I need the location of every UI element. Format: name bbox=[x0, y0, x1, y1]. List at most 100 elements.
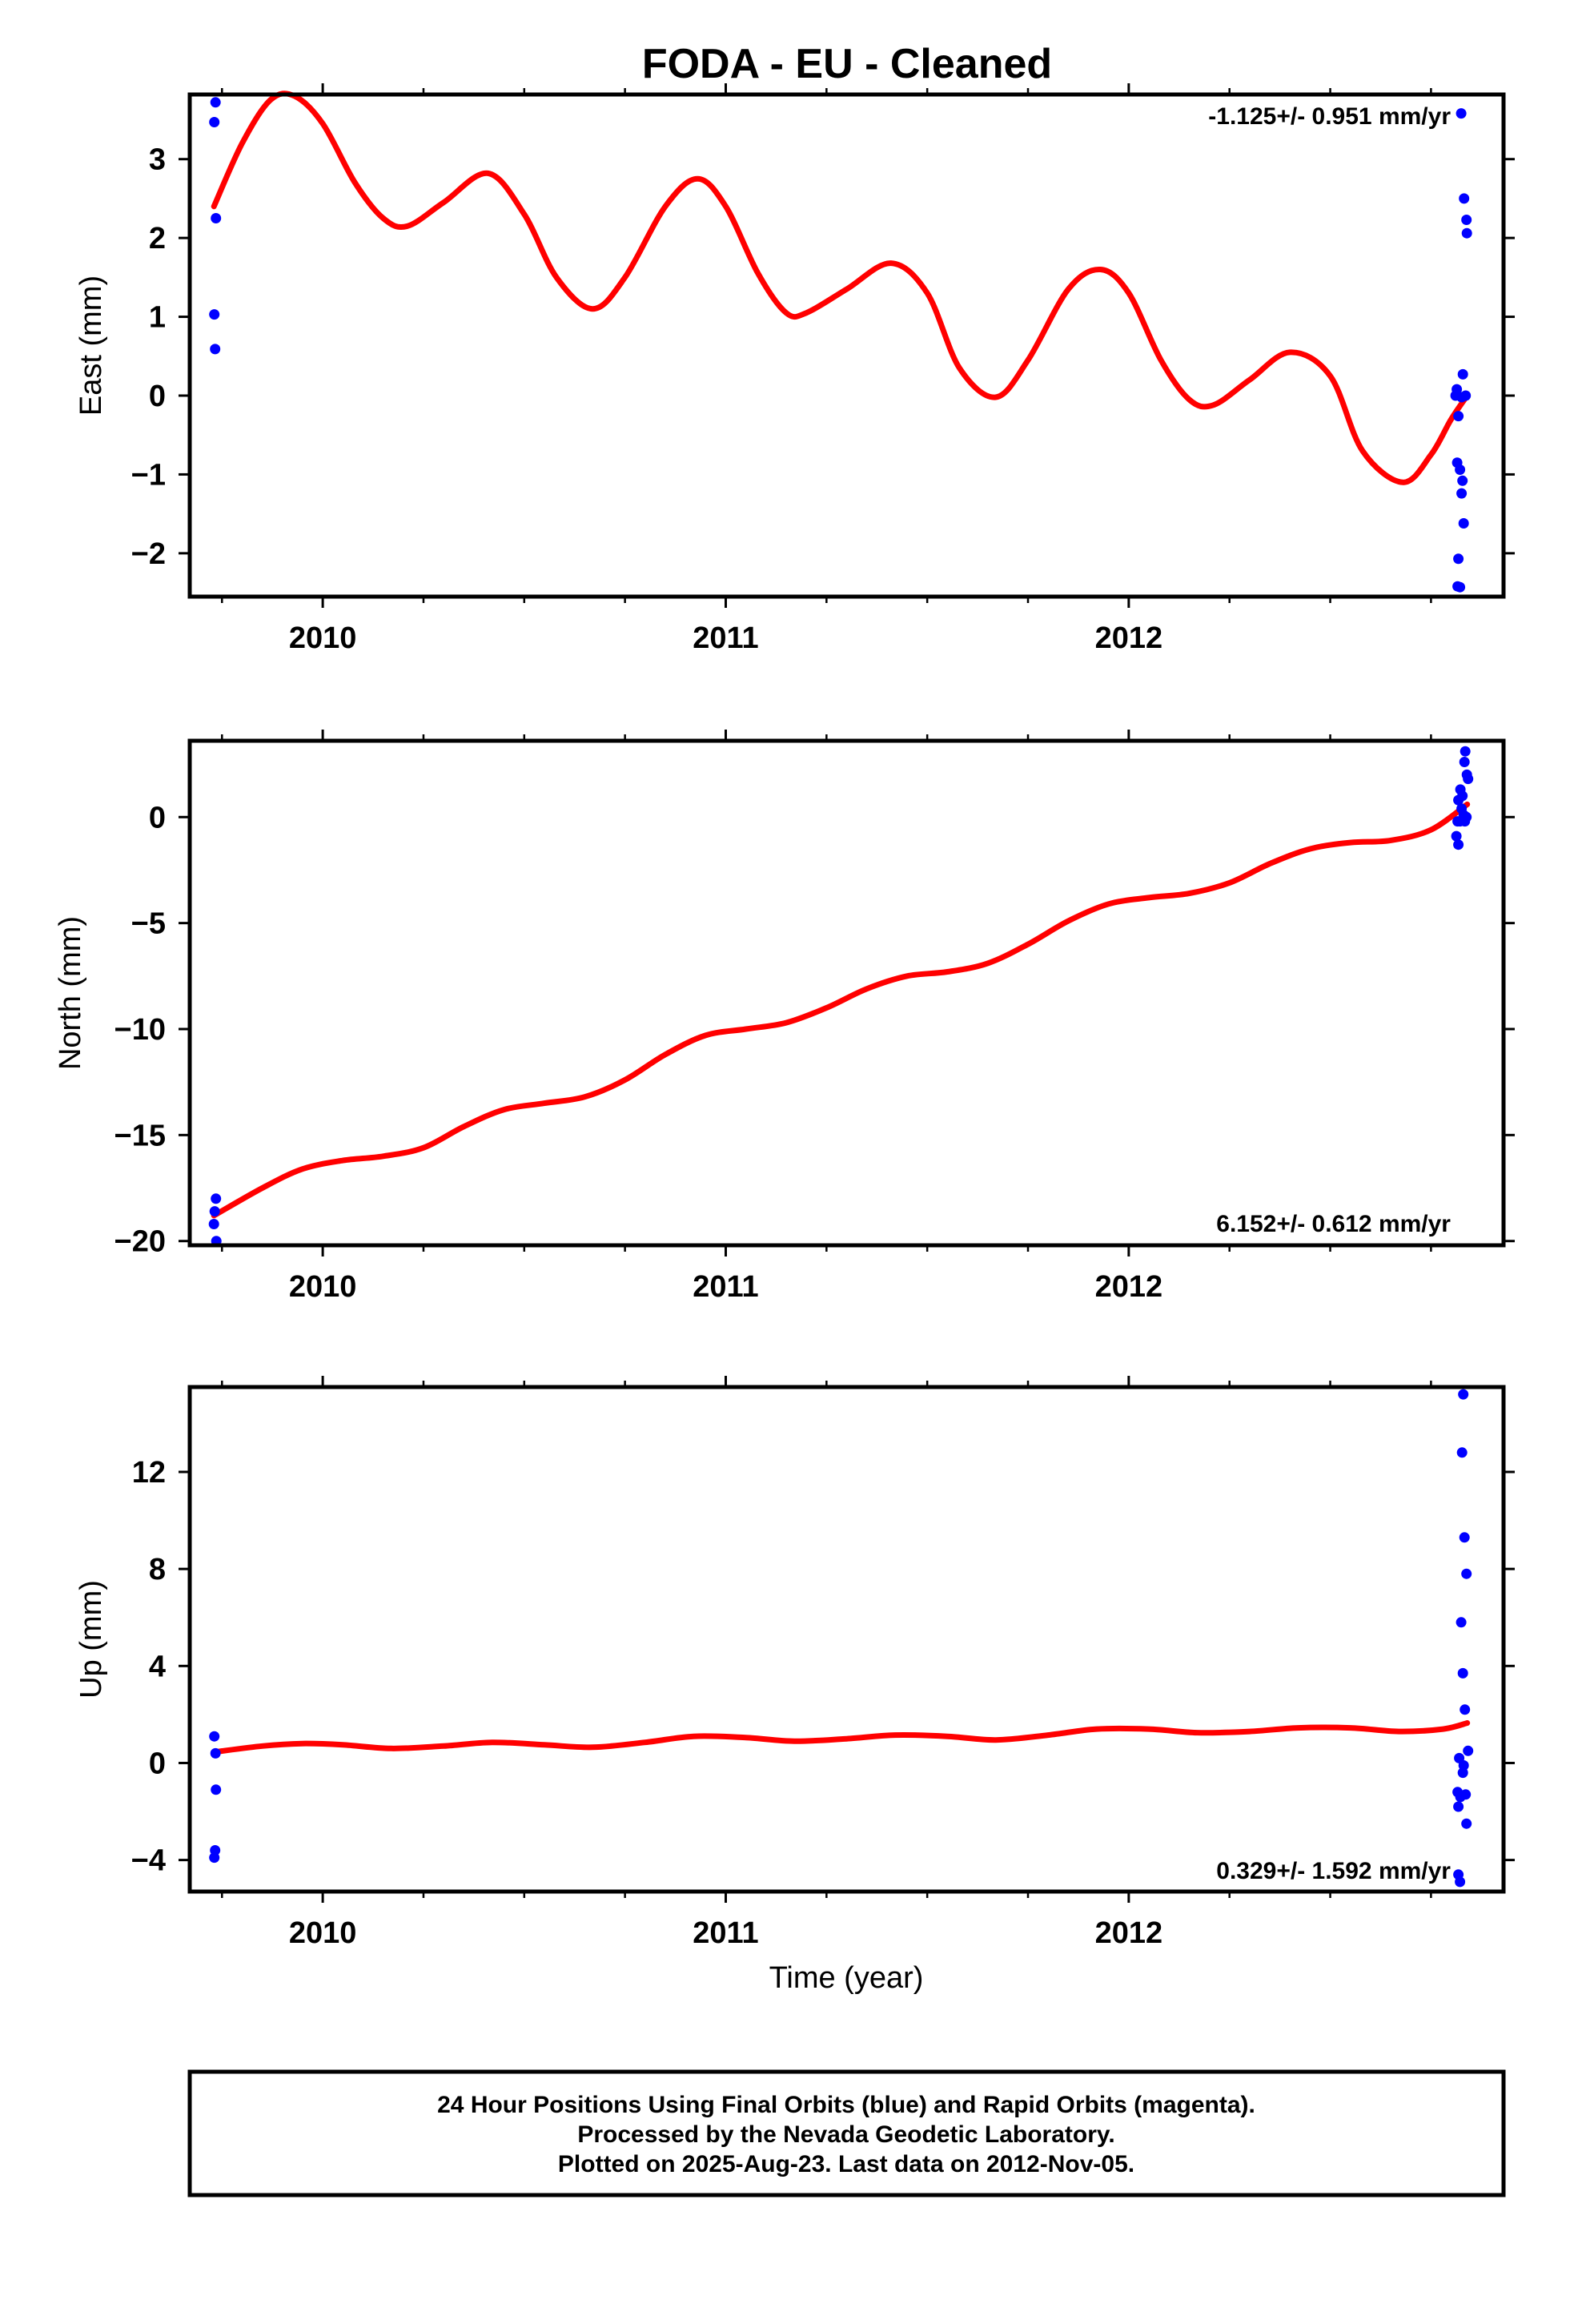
data-point bbox=[209, 1206, 220, 1217]
y-tick-label: 8 bbox=[149, 1553, 166, 1586]
data-point bbox=[1457, 368, 1468, 380]
data-point bbox=[1460, 746, 1471, 757]
x-tick-label: 2010 bbox=[289, 1916, 357, 1950]
figure-title: FODA - EU - Cleaned bbox=[642, 41, 1052, 87]
data-point bbox=[1459, 1532, 1470, 1543]
data-point bbox=[208, 1219, 219, 1229]
data-point bbox=[210, 344, 221, 355]
data-point bbox=[210, 1747, 221, 1759]
north-points bbox=[208, 746, 1474, 1247]
data-point bbox=[1460, 1789, 1472, 1800]
y-tick-label: −5 bbox=[131, 907, 166, 941]
east-fit-line bbox=[211, 90, 1471, 485]
y-tick-label: 2 bbox=[149, 222, 166, 255]
y-tick-label: −10 bbox=[114, 1013, 166, 1047]
data-point bbox=[1463, 774, 1474, 785]
x-tick-label: 2011 bbox=[693, 621, 758, 655]
east-fit-curve bbox=[211, 90, 1471, 485]
y-tick-label: 3 bbox=[149, 143, 166, 177]
east-rate-label: -1.125+/- 0.951 mm/yr bbox=[1208, 103, 1451, 130]
y-tick-label: −2 bbox=[131, 537, 166, 571]
footer-box: 24 Hour Positions Using Final Orbits (bl… bbox=[187, 2069, 1506, 2197]
up-plot-frame bbox=[187, 1385, 1506, 1894]
data-point bbox=[1457, 475, 1468, 486]
footer-line-2: Processed by the Nevada Geodetic Laborat… bbox=[577, 2121, 1114, 2148]
data-point bbox=[1453, 1801, 1464, 1812]
east-ticks: 2010 2011 2012 3 2 1 0 −1 −2 bbox=[131, 83, 1515, 655]
x-tick-label: 2012 bbox=[1095, 1916, 1163, 1950]
y-tick-label: 0 bbox=[149, 380, 166, 413]
y-tick-label: 0 bbox=[149, 1747, 166, 1780]
footer-line-3: Plotted on 2025-Aug-23. Last data on 201… bbox=[558, 2151, 1134, 2177]
data-point bbox=[1456, 1617, 1467, 1628]
data-point bbox=[1456, 488, 1468, 499]
data-point bbox=[1451, 830, 1462, 842]
data-point bbox=[1457, 1767, 1468, 1779]
x-axis-label: Time (year) bbox=[769, 1961, 924, 1995]
data-point bbox=[1460, 1704, 1471, 1715]
x-tick-label: 2012 bbox=[1095, 621, 1163, 655]
data-point bbox=[1453, 794, 1464, 806]
data-point bbox=[209, 117, 220, 127]
data-point bbox=[1455, 464, 1466, 475]
data-point bbox=[1453, 839, 1464, 850]
up-y-axis-label: Up (mm) bbox=[74, 1580, 108, 1699]
east-points bbox=[209, 97, 1472, 593]
data-point bbox=[1461, 215, 1472, 225]
north-ticks: 2010 2011 2012 0 −5 −10 −15 −20 bbox=[114, 730, 1515, 1304]
data-point bbox=[1461, 1818, 1472, 1829]
data-point bbox=[211, 1193, 222, 1204]
data-point bbox=[1459, 757, 1470, 767]
data-point bbox=[1455, 581, 1466, 593]
north-fit-curve bbox=[211, 801, 1471, 1219]
up-fit-line bbox=[211, 1720, 1471, 1755]
y-tick-label: −20 bbox=[114, 1225, 166, 1259]
data-point bbox=[1456, 108, 1467, 119]
x-tick-label: 2012 bbox=[1095, 1270, 1163, 1304]
north-rate-label: 6.152+/- 0.612 mm/yr bbox=[1216, 1211, 1451, 1237]
data-point bbox=[209, 309, 220, 320]
data-point bbox=[209, 1731, 220, 1742]
y-tick-label: 4 bbox=[149, 1650, 166, 1683]
data-point bbox=[1461, 1568, 1472, 1579]
x-tick-label: 2011 bbox=[693, 1270, 758, 1304]
north-y-axis-label: North (mm) bbox=[54, 916, 87, 1070]
up-fit-curve bbox=[211, 1720, 1471, 1755]
data-point bbox=[211, 1784, 222, 1795]
north-fit-line bbox=[211, 801, 1471, 1219]
panel-east: 2010 2011 2012 3 2 1 0 −1 −2 East (mm) -1.125+/-… bbox=[74, 83, 1515, 655]
data-point bbox=[1455, 1876, 1466, 1888]
x-tick-label: 2011 bbox=[693, 1916, 758, 1950]
data-point bbox=[1456, 1447, 1468, 1458]
x-tick-label: 2010 bbox=[289, 1270, 357, 1304]
data-point bbox=[1453, 411, 1464, 422]
data-point bbox=[1453, 553, 1464, 565]
up-ticks: 2010 2011 2012 12 8 4 0 −4 bbox=[131, 1376, 1515, 1950]
data-point bbox=[211, 213, 222, 223]
east-plot-frame bbox=[187, 92, 1506, 599]
panel-up: 2010 2011 2012 12 8 4 0 −4 Up (mm) 0.329+/- 1.5… bbox=[74, 1376, 1515, 1995]
y-tick-label: −1 bbox=[131, 458, 166, 492]
data-point bbox=[1461, 227, 1472, 239]
y-tick-label: −4 bbox=[131, 1844, 166, 1878]
up-rate-label: 0.329+/- 1.592 mm/yr bbox=[1216, 1858, 1451, 1884]
data-point bbox=[1460, 390, 1472, 401]
data-point bbox=[1459, 193, 1470, 204]
y-tick-label: 12 bbox=[132, 1456, 166, 1490]
footer-frame bbox=[187, 2069, 1506, 2197]
panel-north: 2010 2011 2012 0 −5 −10 −15 −20 North (mm) 6.15… bbox=[54, 730, 1515, 1304]
east-y-axis-label: East (mm) bbox=[74, 275, 108, 416]
up-points bbox=[209, 1389, 1474, 1888]
data-point bbox=[209, 1852, 220, 1864]
data-point bbox=[1463, 1745, 1474, 1756]
data-point bbox=[1457, 1667, 1468, 1679]
north-plot-frame bbox=[187, 738, 1506, 1248]
data-point bbox=[1458, 1389, 1469, 1400]
y-tick-label: −15 bbox=[114, 1119, 166, 1152]
data-point bbox=[1458, 518, 1469, 529]
footer-line-1: 24 Hour Positions Using Final Orbits (bl… bbox=[437, 2092, 1255, 2118]
data-point bbox=[1460, 816, 1471, 827]
x-tick-label: 2010 bbox=[289, 621, 357, 655]
y-tick-label: 0 bbox=[149, 801, 166, 834]
